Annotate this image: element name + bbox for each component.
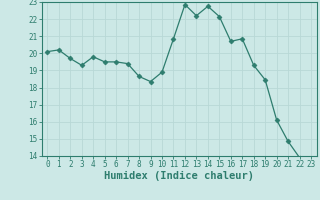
X-axis label: Humidex (Indice chaleur): Humidex (Indice chaleur) (104, 171, 254, 181)
